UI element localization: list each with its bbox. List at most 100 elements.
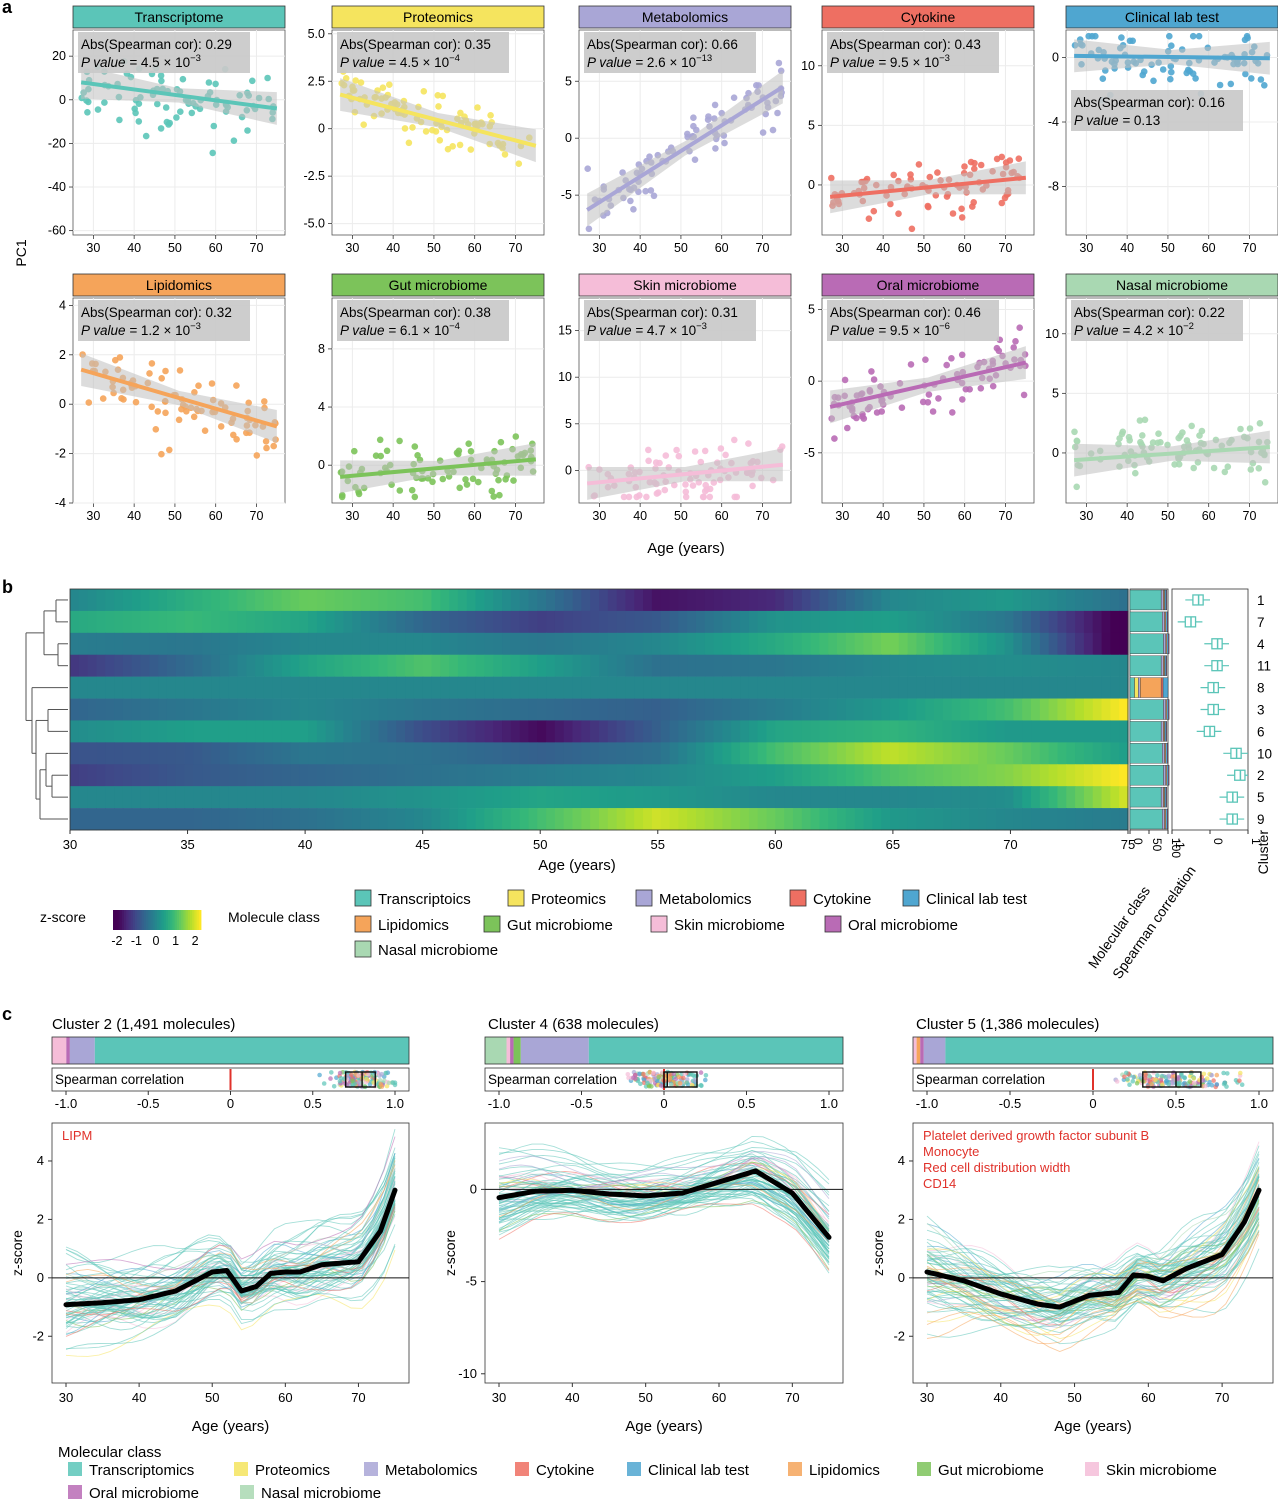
- heatmap-cell: [740, 610, 750, 634]
- heatmap-cell: [695, 786, 706, 809]
- stat-p-exponent: −6: [939, 321, 950, 332]
- data-point: [205, 79, 213, 86]
- heatmap-cell: [669, 610, 679, 634]
- data-point: [515, 160, 523, 167]
- heatmap-cell: [942, 589, 953, 612]
- heatmap-cell: [828, 589, 838, 612]
- heatmap-cell: [722, 742, 732, 765]
- data-point: [646, 153, 653, 160]
- heatmap-cell: [722, 610, 732, 634]
- data-point: [233, 382, 240, 389]
- heatmap-cell: [1092, 632, 1103, 656]
- data-point: [497, 438, 505, 446]
- heatmap-cell: [881, 589, 891, 612]
- heatmap-cell: [651, 698, 662, 721]
- heatmap-cell: [246, 742, 256, 765]
- molecule-trajectory: [926, 1151, 1260, 1284]
- heatmap-cell: [105, 589, 115, 612]
- heatmap-cell: [219, 720, 230, 743]
- legend-swatch: [650, 915, 668, 933]
- heatmap-cell: [166, 786, 177, 809]
- heatmap-cell: [986, 676, 997, 699]
- heatmap-cell: [616, 786, 627, 809]
- heatmap-cell: [872, 742, 882, 765]
- heatmap-cell: [995, 654, 1006, 677]
- heatmap-cell: [219, 610, 230, 634]
- legend-label: Nasal microbiome: [261, 1485, 381, 1502]
- heatmap-cell: [140, 742, 150, 765]
- data-point: [926, 173, 934, 181]
- heatmap-cell: [369, 786, 380, 809]
- data-point: [919, 398, 927, 406]
- highlight-annotation: LIPM: [62, 1128, 92, 1143]
- panel-label-a: a: [2, 0, 13, 17]
- heatmap-cell: [986, 808, 997, 831]
- heatmap-cell: [863, 610, 873, 634]
- stat-p-text: P value = 1.2 × 10−3: [81, 321, 201, 338]
- heatmap-cell: [1066, 786, 1076, 809]
- strip-4: [1065, 5, 1278, 29]
- data-point: [700, 493, 707, 501]
- heatmap-cell: [149, 632, 159, 656]
- heatmap-cell: [1092, 610, 1103, 634]
- heatmap-cell: [599, 698, 609, 721]
- legend-label: Nasal microbiome: [378, 942, 498, 959]
- spearman-tick-label: -0.5: [570, 1096, 592, 1111]
- heatmap-cell: [193, 676, 203, 699]
- heatmap-cell: [748, 742, 759, 765]
- data-point: [691, 448, 699, 455]
- heatmap-cell: [563, 610, 574, 634]
- heatmap-cell: [678, 632, 688, 656]
- data-point: [1247, 466, 1255, 473]
- heatmap-cell: [202, 720, 212, 743]
- molclass-segment: [1165, 808, 1168, 830]
- legend-swatch: [68, 1462, 82, 1476]
- y-tick-label: -2: [55, 447, 66, 461]
- heatmap-cell: [1075, 589, 1085, 612]
- heatmap-cell: [660, 742, 671, 765]
- heatmap-cell: [599, 676, 609, 699]
- zscore-gradient-step: [139, 910, 142, 930]
- heatmap-cell: [149, 698, 159, 721]
- heatmap-cell: [916, 610, 926, 634]
- heatmap-cell: [475, 742, 485, 765]
- data-point: [135, 118, 143, 125]
- heatmap-cell: [290, 610, 300, 634]
- heatmap-cell: [1022, 720, 1032, 743]
- heatmap-cell: [246, 610, 256, 634]
- heatmap-cell: [563, 654, 574, 677]
- fit-line: [1074, 444, 1270, 463]
- data-point: [1071, 428, 1078, 436]
- data-point: [495, 476, 502, 484]
- heatmap-cell: [819, 632, 829, 656]
- heatmap-cell: [810, 764, 821, 787]
- heatmap-cell: [193, 654, 203, 677]
- heatmap-cell: [175, 589, 186, 612]
- heatmap-cell: [378, 589, 388, 612]
- x-tick-label: 60: [278, 1390, 292, 1405]
- heatmap-cell: [263, 808, 274, 831]
- heatmap-cell: [422, 808, 433, 831]
- heatmap-cell: [1022, 786, 1032, 809]
- heatmap-cell: [457, 742, 468, 765]
- heatmap-cell: [740, 632, 750, 656]
- heatmap-cell: [255, 808, 265, 831]
- data-point: [1126, 437, 1133, 444]
- heatmap-cell: [316, 764, 327, 787]
- zscore-gradient-step: [152, 910, 156, 930]
- molecule-trajectory: [926, 1173, 1260, 1315]
- heatmap-cell: [757, 742, 768, 765]
- heatmap-cell: [475, 589, 485, 612]
- heatmap-cell: [563, 808, 574, 831]
- heatmap-cell: [978, 610, 988, 634]
- heatmap-cell: [828, 632, 838, 656]
- heatmap-cell: [484, 742, 494, 765]
- heatmap-cell: [969, 720, 979, 743]
- heatmap-cell: [748, 610, 759, 634]
- heatmap-cell: [272, 720, 283, 743]
- composition-segment: [66, 1037, 70, 1064]
- heatmap-cell: [784, 654, 794, 677]
- x-tick-label: 70: [351, 1390, 365, 1405]
- heatmap-cell: [343, 742, 353, 765]
